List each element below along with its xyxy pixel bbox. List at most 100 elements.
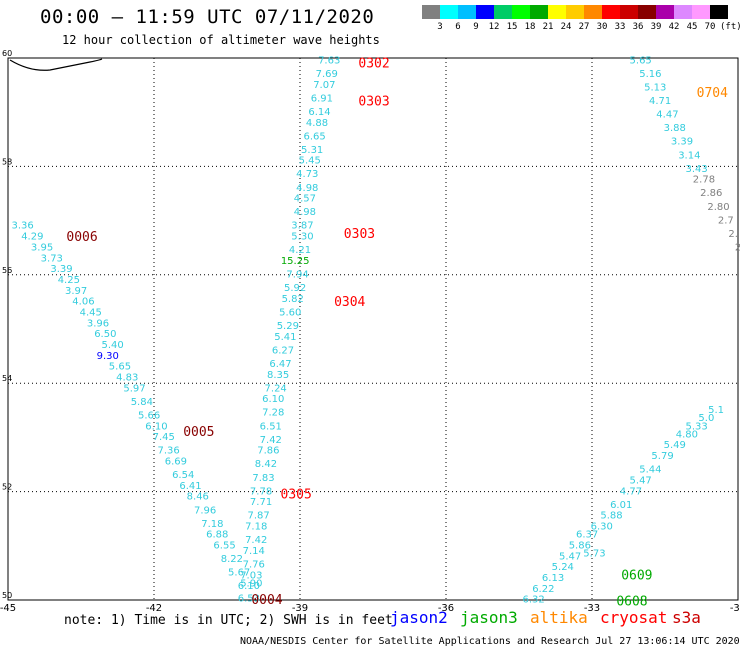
pass-time-label: 0704 <box>697 86 728 101</box>
swh-value: 4.98 <box>296 183 318 194</box>
swh-value: 5.47 <box>630 475 652 486</box>
swh-value: 3.88 <box>664 123 686 134</box>
footnote: note: 1) Time is in UTC; 2) SWH is in fe… <box>64 613 393 628</box>
swh-value: 5.97 <box>123 383 145 394</box>
swh-value: 3.39 <box>50 264 72 275</box>
satellite-s3a: s3a <box>672 608 701 627</box>
swh-value: 7.42 <box>260 435 282 446</box>
legend-swatch <box>566 5 584 19</box>
swh-value: 5.1 <box>708 405 724 416</box>
swh-value: 7.24 <box>265 383 287 394</box>
lat-tick-label: 60 <box>2 49 12 58</box>
swh-value: 5.90 <box>240 578 262 589</box>
legend-swatch <box>710 5 728 19</box>
swh-value: 3.39 <box>671 137 693 148</box>
swh-value: 6.13 <box>542 573 564 584</box>
swh-value: 2.80 <box>707 202 729 213</box>
swh-value: 5.66 <box>138 410 160 421</box>
swh-value: 3.96 <box>87 318 109 329</box>
swh-value: 3.87 <box>291 221 313 232</box>
pass-time-label: 0303 <box>358 94 389 109</box>
swh-value: 9.30 <box>97 351 119 362</box>
swh-value: 5.45 <box>299 156 321 167</box>
swh-value: 6.50 <box>94 329 116 340</box>
swh-value: 8.46 <box>187 492 209 503</box>
swh-value: 5.82 <box>282 294 304 305</box>
swh-value: 8.22 <box>221 554 243 565</box>
swh-value: 6.53 <box>238 594 260 605</box>
legend-swatch <box>440 5 458 19</box>
lon-tick-label: -45 <box>0 603 16 614</box>
swh-value: 5.79 <box>651 451 673 462</box>
swh-value: 15.25 <box>281 256 310 267</box>
swh-value: 5.92 <box>284 283 306 294</box>
swh-value: 3.95 <box>31 242 53 253</box>
swh-value: 7.18 <box>245 522 267 533</box>
swh-value: 5.84 <box>131 397 153 408</box>
swh-value: 5.65 <box>109 362 131 373</box>
swh-value: 5.31 <box>301 145 323 156</box>
swh-value: 4.77 <box>620 486 642 497</box>
swh-value: 4.57 <box>294 194 316 205</box>
swh-value: 5.86 <box>569 541 591 552</box>
swh-value: 7.03 <box>240 570 262 581</box>
legend-swatch <box>638 5 656 19</box>
swh-value: 7.07 <box>313 80 335 91</box>
lat-tick-label: 54 <box>2 374 12 383</box>
swh-value: 4.29 <box>21 232 43 243</box>
lon-tick-label: -36 <box>438 603 454 614</box>
lon-tick-label: -39 <box>292 603 308 614</box>
swh-value: 6.55 <box>213 541 235 552</box>
legend-label: 30 <box>596 22 608 32</box>
legend-swatch <box>512 5 530 19</box>
swh-value: 6.91 <box>311 93 333 104</box>
swh-value: 7.86 <box>257 446 279 457</box>
swh-value: 7.76 <box>243 559 265 570</box>
swh-value: 2.78 <box>693 175 715 186</box>
swh-value: 7.63 <box>318 55 340 66</box>
swh-value: 5.29 <box>277 321 299 332</box>
swh-value: 7.42 <box>245 535 267 546</box>
legend-label: 70 <box>704 22 716 32</box>
swh-value: 2 <box>735 242 740 253</box>
swh-value: 4.06 <box>72 297 94 308</box>
swh-value: 5.24 <box>552 562 574 573</box>
swh-value: 6.01 <box>610 500 632 511</box>
swh-value: 4.47 <box>656 110 678 121</box>
pass-time-label: 0305 <box>281 487 312 502</box>
swh-value: 7.69 <box>316 69 338 80</box>
satellite-cryosat: cryosat <box>600 608 668 627</box>
swh-value: 7.36 <box>157 446 179 457</box>
legend-label: 36 <box>632 22 644 32</box>
satellite-altika: altika <box>530 608 588 627</box>
swh-value: 6.37 <box>576 530 598 541</box>
swh-value: 3.97 <box>65 286 87 297</box>
swh-value: 5.0 <box>698 413 714 424</box>
swh-value: 6.10 <box>262 394 284 405</box>
swh-value: 5.60 <box>279 307 301 318</box>
legend-label: 3 <box>437 22 443 32</box>
swh-value: 7.18 <box>201 519 223 530</box>
swh-value: 6.41 <box>179 481 201 492</box>
swh-value: 6.22 <box>532 584 554 595</box>
swh-value: 7.14 <box>243 546 265 557</box>
map-frame <box>7 57 739 601</box>
swh-value: 6.65 <box>303 131 325 142</box>
legend-label: 27 <box>578 22 590 32</box>
swh-value: 5.30 <box>291 232 313 243</box>
swh-value: 3.36 <box>11 221 33 232</box>
legend-swatch <box>530 5 548 19</box>
swh-value: 6.51 <box>260 421 282 432</box>
swh-value: 6.10 <box>145 421 167 432</box>
swh-value: 5.47 <box>559 551 581 562</box>
legend-swatch <box>692 5 710 19</box>
swh-value: 4.80 <box>676 429 698 440</box>
page-subtitle: 12 hour collection of altimeter wave hei… <box>62 33 380 47</box>
swh-value: 3.73 <box>41 253 63 264</box>
pass-time-label: 0006 <box>66 230 97 245</box>
credit-line: NOAA/NESDIS Center for Satellite Applica… <box>240 636 740 647</box>
swh-value: 5.44 <box>639 465 661 476</box>
legend-label: 24 <box>560 22 572 32</box>
pass-time-label: 0302 <box>358 56 389 71</box>
